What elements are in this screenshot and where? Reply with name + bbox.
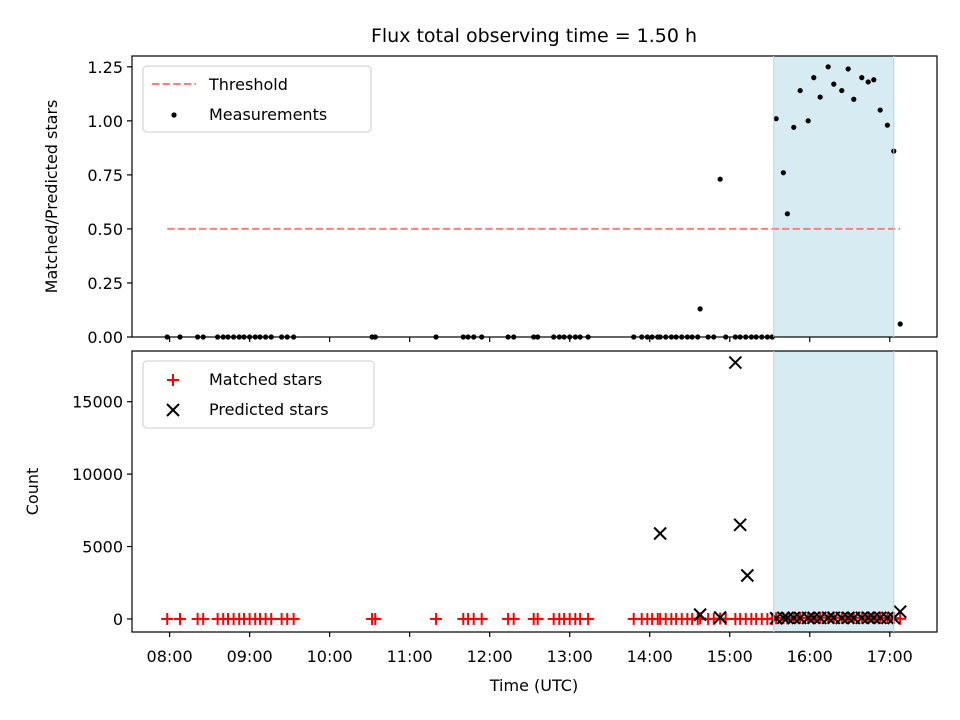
observing-window-shade: [773, 56, 894, 337]
measurement-point: [884, 122, 890, 128]
predicted-star-point: [855, 611, 869, 625]
x-tick-label: 14:00: [627, 647, 673, 666]
x-tick-label: 15:00: [707, 647, 753, 666]
predicted-star-point: [861, 611, 875, 625]
x-tick-label: 13:00: [547, 647, 593, 666]
measurement-point: [773, 116, 779, 122]
bottom-y-ticks: 0 5000 10000 15000: [72, 393, 132, 629]
measurement-point: [871, 77, 877, 83]
y-tick-label: 0.00: [87, 328, 123, 347]
bottom-legend-box: [142, 360, 375, 429]
bottom-legend: Matched stars Predicted stars: [142, 360, 375, 429]
measurement-point: [797, 87, 803, 94]
y-tick-label: 1.25: [87, 58, 123, 77]
top-y-ticks: 0.00 0.25 0.50 0.75 1.00 1.25: [87, 58, 132, 347]
x-tick-label: 09:00: [227, 647, 273, 666]
top-legend-box: [142, 65, 372, 133]
measurement-point: [780, 170, 786, 176]
bottom-y-axis-label: Count: [23, 468, 42, 516]
measurement-point: [831, 81, 837, 87]
top-x-ticks: [169, 337, 891, 342]
measurement-point: [817, 94, 823, 100]
matched-star-point: [894, 612, 907, 625]
predicted-star-point: [713, 610, 727, 625]
matched-stars-legend-swatch: [167, 374, 179, 386]
measurement-point: [845, 66, 851, 72]
measurement-point: [865, 79, 871, 85]
y-tick-label: 0.50: [87, 220, 123, 239]
predicted-star-point: [653, 526, 667, 541]
y-tick-label: 0: [113, 610, 123, 629]
threshold-legend-label: Threshold: [208, 75, 288, 94]
matched-star-point: [197, 612, 210, 625]
matched-stars-legend-label: Matched stars: [209, 370, 322, 389]
y-tick-label: 0.25: [87, 274, 123, 293]
matched-star-point: [174, 612, 187, 625]
y-tick-label: 10000: [72, 465, 123, 484]
matched-star-point: [582, 612, 595, 625]
predicted-star-point: [728, 355, 743, 370]
predicted-stars-legend-label: Predicted stars: [209, 400, 329, 419]
y-tick-label: 0.75: [87, 166, 123, 185]
predicted-stars-legend-swatch: [166, 403, 180, 417]
matched-star-point: [161, 612, 174, 625]
predicted-star-point: [807, 611, 821, 625]
predicted-star-point: [821, 611, 835, 625]
x-axis-label: Time (UTC): [489, 676, 578, 695]
x-tick-label: 11:00: [387, 647, 433, 666]
predicted-star-point: [733, 518, 747, 532]
matched-star-point: [475, 612, 488, 625]
ratio-panel: 0.00 0.25 0.50 0.75 1.00 1.25 Matched/Predict…: [42, 55, 938, 347]
predicted-star-point: [867, 611, 881, 625]
measurement-point: [825, 64, 831, 70]
matched-star-point: [287, 612, 300, 625]
measurement-point: [784, 211, 790, 217]
predicted-star-point: [780, 611, 795, 625]
observing-window-shade: [773, 351, 894, 632]
matched-star-point: [430, 612, 443, 625]
predicted-star-point: [693, 607, 707, 622]
y-tick-label: 1.00: [87, 112, 123, 131]
predicted-star-point: [787, 611, 801, 625]
measurement-point: [805, 118, 811, 124]
matched-star-point: [369, 612, 382, 625]
predicted-star-point: [841, 611, 855, 625]
top-axes-frame: [131, 55, 938, 338]
x-tick-label: 16:00: [787, 647, 833, 666]
x-tick-label: 10:00: [307, 647, 353, 666]
measurement-point: [791, 124, 797, 130]
measurement-point: [811, 75, 817, 81]
top-legend: Threshold Measurements: [142, 65, 372, 133]
y-tick-label: 5000: [82, 538, 123, 557]
matched-star-point: [531, 612, 544, 625]
x-tick-label: 17:00: [867, 647, 913, 666]
predicted-star-point: [880, 611, 895, 625]
bottom-x-ticks: 08:00 09:00 10:00 11:00 12:00 13:00 14:00 15:00…: [147, 632, 913, 666]
measurement-point: [839, 87, 845, 94]
predicted-star-point: [801, 611, 815, 625]
bottom-axes-frame: [131, 350, 938, 633]
measurements-legend-label: Measurements: [209, 105, 327, 124]
predicted-star-point: [776, 611, 791, 625]
measurement-point: [897, 321, 903, 327]
measurements-legend-swatch: [171, 112, 177, 118]
top-y-axis-label: Matched/Predicted stars: [42, 100, 61, 294]
predicted-star-point: [740, 568, 755, 583]
predicted-star-point: [835, 611, 849, 625]
y-tick-label: 15000: [72, 393, 123, 412]
count-panel: 08:00 09:00 10:00 11:00 12:00 13:00 14:00 15:00…: [23, 350, 938, 695]
x-tick-label: 12:00: [467, 647, 513, 666]
predicted-stars-points: [653, 355, 907, 625]
x-tick-label: 08:00: [147, 647, 193, 666]
measurement-point: [717, 176, 723, 182]
chart-title: Flux total observing time = 1.50 h: [371, 25, 697, 47]
matched-star-point: [507, 612, 520, 625]
measurement-point: [877, 107, 883, 113]
measurement-point: [859, 75, 865, 81]
measurement-point: [697, 306, 703, 312]
matched-star-point: [265, 612, 278, 625]
measurement-point: [851, 96, 857, 102]
predicted-star-point: [893, 605, 907, 619]
